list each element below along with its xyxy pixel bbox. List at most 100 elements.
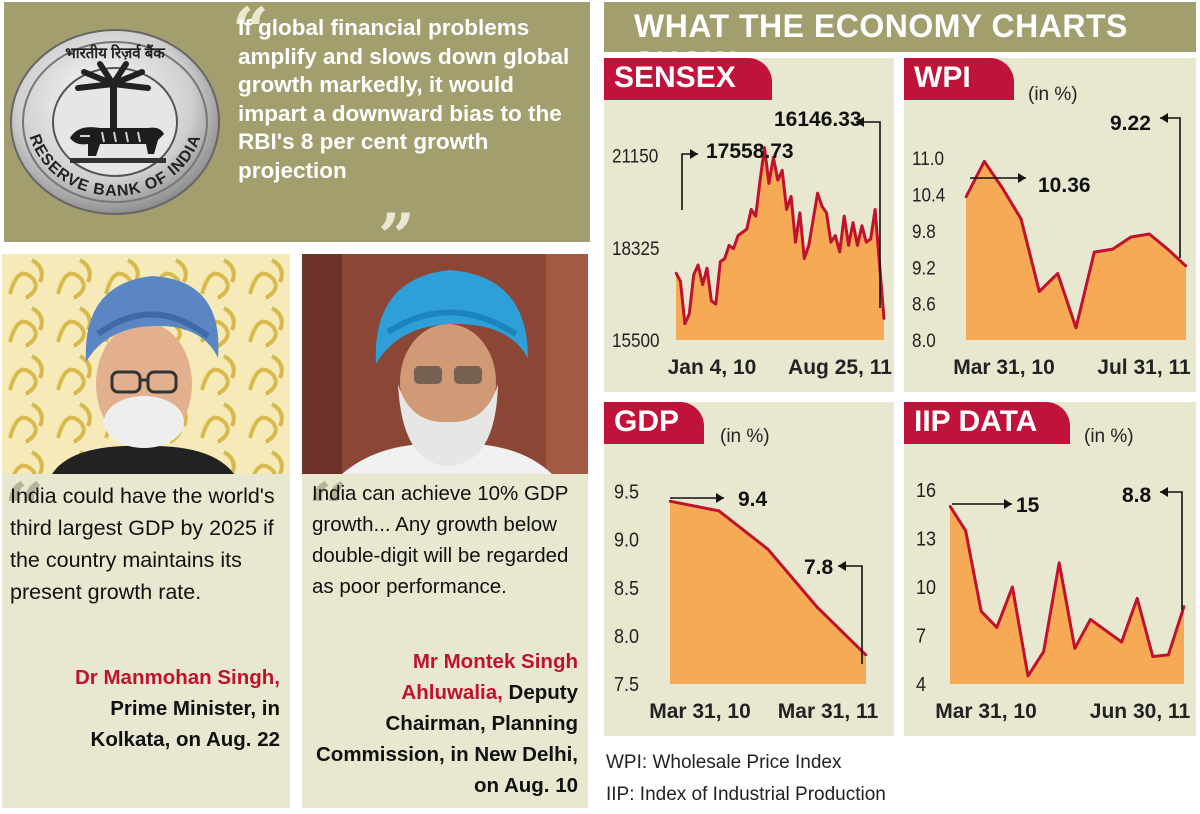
iip-y-tick-label: 10	[916, 577, 936, 599]
iip-data-point	[995, 626, 998, 629]
sensex-data-point	[745, 227, 748, 231]
iip-data-point	[1058, 561, 1061, 564]
montek-name: Mr Montek Singh Ahluwalia,	[401, 650, 578, 704]
footnote-iip: IIP: Index of Industrial Production	[606, 784, 886, 805]
iip-series-line	[948, 505, 1186, 678]
iip-panel: IIP DATA (in %) 16 13 10 7 4 Mar 31, 10 Jun 30…	[904, 402, 1196, 736]
arrow-icon	[1160, 113, 1168, 123]
sensex-data-point	[741, 231, 744, 234]
sensex-data-point	[679, 280, 682, 283]
sensex-data-point	[803, 257, 806, 260]
gdp-panel: GDP (in %) 9.5 9.0 8.5 8.0 7.5 Mar 31, 10 Mar …	[604, 402, 894, 736]
wpi-data-label: 9.22	[1110, 112, 1151, 135]
sensex-data-point	[829, 241, 833, 244]
montek-photo	[302, 254, 588, 474]
sensex-data-point	[767, 182, 771, 185]
wpi-tab: WPI	[904, 58, 1014, 100]
gdp-y-tick-label: 8.0	[614, 626, 639, 648]
sensex-data-point	[754, 214, 757, 218]
sensex-data-point	[798, 211, 802, 214]
wpi-y-tick-label: 10.4	[912, 185, 945, 206]
iip-data-point	[1089, 618, 1092, 621]
iip-tab: IIP DATA	[904, 402, 1070, 444]
wpi-data-point	[1001, 187, 1004, 190]
wpi-y-tick-label: 9.8	[912, 221, 936, 242]
sensex-data-point	[750, 208, 753, 211]
wpi-data-point	[964, 195, 968, 199]
iip-chart: 16 13 10 7 4 Mar 31, 10 Jun 30, 11 15 8.8	[916, 480, 1191, 723]
wpi-x-label: Jul 31, 11	[1097, 356, 1191, 379]
seal-hindi-text: भारतीय रिज़र्व बैंक	[65, 44, 166, 62]
gdp-tab: GDP	[604, 402, 704, 444]
sensex-data-point	[856, 244, 859, 247]
sensex-series-line	[674, 146, 886, 326]
sensex-data-point	[865, 241, 868, 244]
iip-data-point	[1011, 585, 1014, 589]
sensex-data-point	[794, 241, 797, 244]
gdp-title: GDP	[614, 405, 680, 438]
sensex-data-point	[776, 179, 779, 182]
iip-unit: (in %)	[1084, 426, 1134, 447]
rbi-seal-logo: भारतीय रिज़र्व बैंक RESERVE BANK OF INDI…	[10, 29, 220, 215]
sensex-data-point	[674, 271, 678, 275]
sensex-y-tick-label: 21150	[612, 146, 658, 167]
sensex-data-point	[789, 195, 793, 198]
gdp-data-point	[815, 605, 819, 609]
arrow-icon	[1160, 487, 1168, 497]
manmohan-name: Dr Manmohan Singh,	[75, 666, 280, 689]
wpi-data-point	[983, 160, 986, 163]
sensex-data-point	[843, 214, 846, 218]
wpi-y-tick-label: 11.0	[912, 148, 944, 169]
montek-caption-panel: “ India can achieve 10% GDP growth... An…	[302, 474, 588, 808]
sensex-data-point	[736, 234, 740, 237]
sensex-data-point	[758, 179, 762, 182]
gdp-x-label: Mar 31, 11	[778, 700, 879, 723]
wpi-data-point	[1129, 235, 1133, 239]
gdp-y-tick-label: 7.5	[614, 674, 639, 696]
wpi-y-tick-label: 8.0	[912, 330, 936, 351]
sensex-data-point	[781, 169, 784, 172]
arrow-icon	[1018, 173, 1026, 183]
iip-x-label: Jun 30, 11	[1090, 700, 1191, 723]
wpi-annotation-line	[1160, 117, 1181, 258]
iip-y-tick-label: 4	[916, 674, 926, 696]
wpi-panel: WPI (in %) 11.0 10.4 9.8 9.2 8.6 8.0 Mar 31, 1…	[904, 58, 1196, 392]
iip-data-point	[948, 505, 952, 508]
iip-data-point	[1151, 655, 1154, 658]
wpi-title: WPI	[914, 61, 971, 94]
charts-title-bar: WHAT THE ECONOMY CHARTS SHOW	[604, 2, 1196, 81]
gdp-data-point	[766, 548, 770, 551]
arrow-icon	[690, 149, 698, 159]
sensex-data-point	[869, 237, 872, 241]
quote-mark-icon: “	[308, 467, 349, 550]
open-quote-icon: “	[232, 0, 269, 69]
iip-data-point	[980, 610, 983, 613]
sensex-data-point	[847, 244, 850, 247]
iip-annotation-line	[1160, 491, 1183, 610]
sensex-data-point	[825, 211, 828, 214]
iip-data-point	[964, 529, 967, 532]
sensex-chart: 21150 18325 15500 Jan 4, 10 Aug 25, 11 17558.…	[612, 108, 892, 379]
sensex-data-point	[851, 221, 855, 224]
iip-data-point	[1167, 653, 1170, 657]
wpi-unit: (in %)	[1028, 84, 1078, 105]
wpi-y-tick-label: 9.2	[912, 257, 936, 278]
gdp-y-tick-label: 9.0	[614, 530, 639, 552]
sensex-data-point	[772, 156, 775, 159]
iip-x-label: Mar 31, 10	[935, 700, 1037, 723]
iip-data-point	[1136, 597, 1139, 600]
sensex-data-point	[807, 244, 810, 247]
gdp-unit: (in %)	[720, 426, 770, 447]
sensex-title: SENSEX	[614, 61, 736, 94]
iip-data-point	[1073, 647, 1076, 650]
arrow-icon	[856, 117, 864, 127]
sensex-data-point	[705, 267, 709, 270]
wpi-data-point	[1166, 247, 1169, 251]
sensex-data-point	[812, 218, 815, 221]
gdp-data-point	[864, 653, 868, 657]
sensex-data-label: 17558.73	[706, 140, 794, 163]
sensex-data-point	[834, 234, 837, 237]
sensex-data-point	[719, 260, 722, 263]
wpi-data-point	[1148, 232, 1151, 236]
wpi-data-point	[1074, 326, 1078, 330]
